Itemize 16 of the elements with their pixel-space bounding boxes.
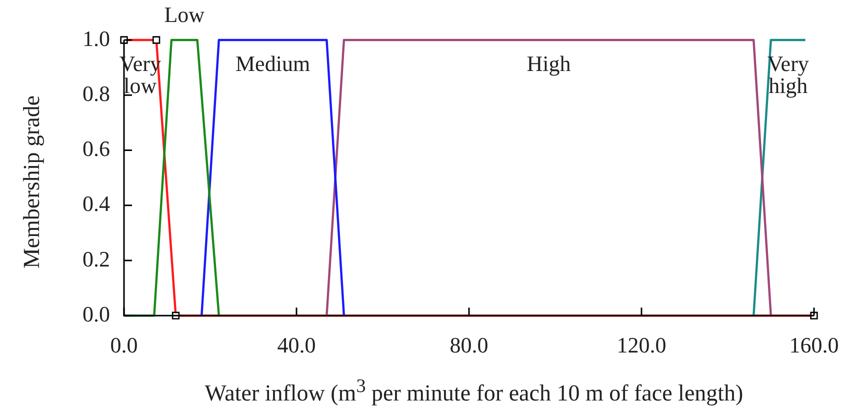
x-tick-label: 40.0 [277, 332, 316, 358]
y-tick-label: 0.4 [82, 191, 110, 216]
x-axis-title: Water inflow (m$^{3}$ per minute for each 10 m of face length) [204, 376, 744, 407]
x-tick-label: 160.0 [789, 332, 839, 358]
x-tick-label: 80.0 [450, 332, 488, 358]
series-label: Low [164, 2, 205, 27]
y-tick-label: 1.0 [82, 26, 110, 51]
x-tick-label: 0.0 [110, 332, 138, 358]
y-tick-label: 0.6 [82, 136, 110, 162]
y-axis-title: Membership grade [19, 95, 45, 269]
y-tick-label: 0.2 [82, 246, 110, 272]
y-tick-label: 0.0 [82, 301, 110, 326]
y-tick-label: 0.8 [82, 80, 110, 106]
x-tick-label: 120.0 [616, 332, 666, 358]
series-label: High [526, 50, 571, 76]
series-label: Medium [236, 50, 310, 76]
